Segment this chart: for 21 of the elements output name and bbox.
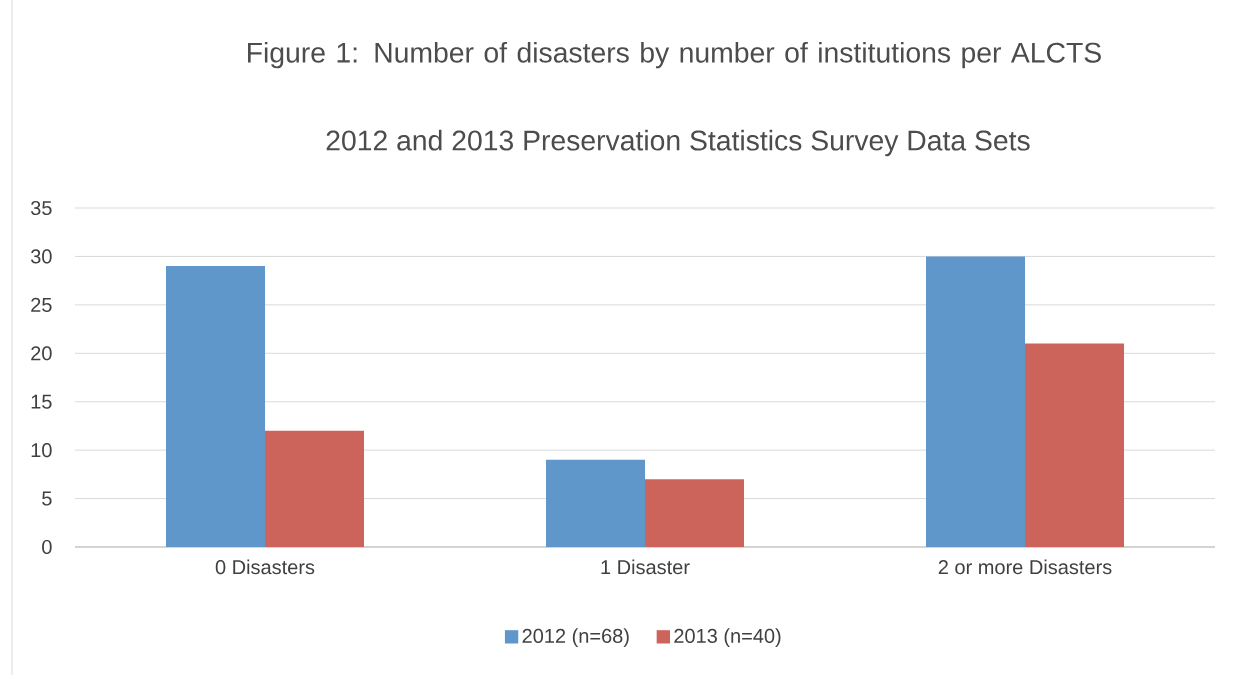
y-tick-label: 25 [31, 297, 52, 312]
bar [265, 430, 365, 547]
legend-label: 2012 (n=68) [522, 628, 629, 647]
chart-subtitle: 2012 and 2013 Preservation Statistics Survey Data Sets [326, 129, 1030, 157]
legend-label: 2013 (n=40) [674, 628, 781, 647]
y-tick-label: 10 [31, 443, 52, 458]
bar [645, 479, 745, 547]
bar [1025, 343, 1125, 547]
y-tick-label: 20 [31, 346, 52, 361]
x-tick-label: 2 or more Disasters [938, 559, 1112, 575]
y-tick-label: 15 [31, 394, 52, 409]
y-tick-label: 35 [30, 200, 52, 216]
bar [166, 266, 266, 547]
x-tick-label: 0 Disasters [215, 559, 315, 575]
bar [926, 256, 1026, 547]
y-tick-label: 5 [42, 491, 52, 506]
y-tick-label: 30 [30, 249, 52, 264]
chart-title: Figure 1: Number of disasters by number of institutions per ALCTS [248, 41, 1101, 69]
y-tick-label: 0 [42, 539, 52, 555]
bar [546, 459, 646, 547]
x-tick-label: 1 Disaster [601, 559, 690, 575]
